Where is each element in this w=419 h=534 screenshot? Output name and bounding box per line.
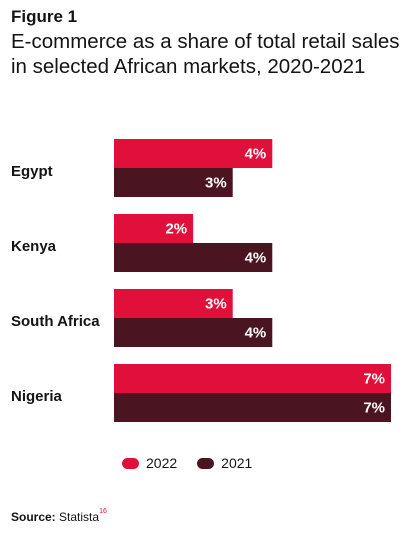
source-note: Source: Statista16: [11, 508, 107, 524]
bar-nigeria-2021: [114, 393, 391, 422]
category-label-south-africa: South Africa: [11, 313, 100, 330]
legend-label-2021: 2021: [221, 455, 253, 471]
legend-swatch-2021: [197, 457, 215, 469]
bar-label-south-africa-2022: 3%: [205, 295, 227, 312]
bar-kenya-2022: [114, 214, 194, 243]
figure-label: Figure 1: [11, 7, 78, 26]
legend-swatch-2022: [122, 457, 139, 469]
chart-title: E-commerce as a share of total retail sa…: [11, 30, 400, 78]
bar-label-south-africa-2021: 4%: [245, 324, 267, 341]
legend-item-2021: 2021: [197, 455, 252, 471]
legend-label-2022: 2022: [146, 455, 178, 471]
bar-south-africa-2022: [114, 289, 233, 318]
bar-kenya-2021: [114, 243, 273, 272]
category-label-kenya: Kenya: [11, 238, 57, 255]
bar-label-nigeria-2021: 7%: [363, 399, 385, 416]
source-ref: 16: [99, 508, 107, 515]
bar-egypt-2022: [114, 139, 273, 168]
source-label: Source:: [11, 510, 56, 524]
legend-item-2022: 2022: [122, 455, 177, 471]
legend: 2022 2021: [122, 455, 272, 471]
bar-egypt-2021: [114, 168, 233, 197]
bar-label-kenya-2022: 2%: [165, 220, 187, 237]
bar-label-egypt-2021: 3%: [205, 174, 227, 191]
bar-label-egypt-2022: 4%: [245, 145, 267, 162]
bar-label-kenya-2021: 4%: [245, 249, 267, 266]
bar-chart: Egypt 4% 3% Kenya 2% 4% South Africa 3% 4% Nigeri…: [11, 139, 391, 422]
category-label-nigeria: Nigeria: [11, 388, 63, 405]
category-label-egypt: Egypt: [11, 163, 53, 180]
bar-nigeria-2022: [114, 364, 391, 393]
bar-south-africa-2021: [114, 318, 273, 347]
source-text: Statista: [59, 510, 100, 524]
bar-label-nigeria-2022: 7%: [363, 370, 385, 387]
